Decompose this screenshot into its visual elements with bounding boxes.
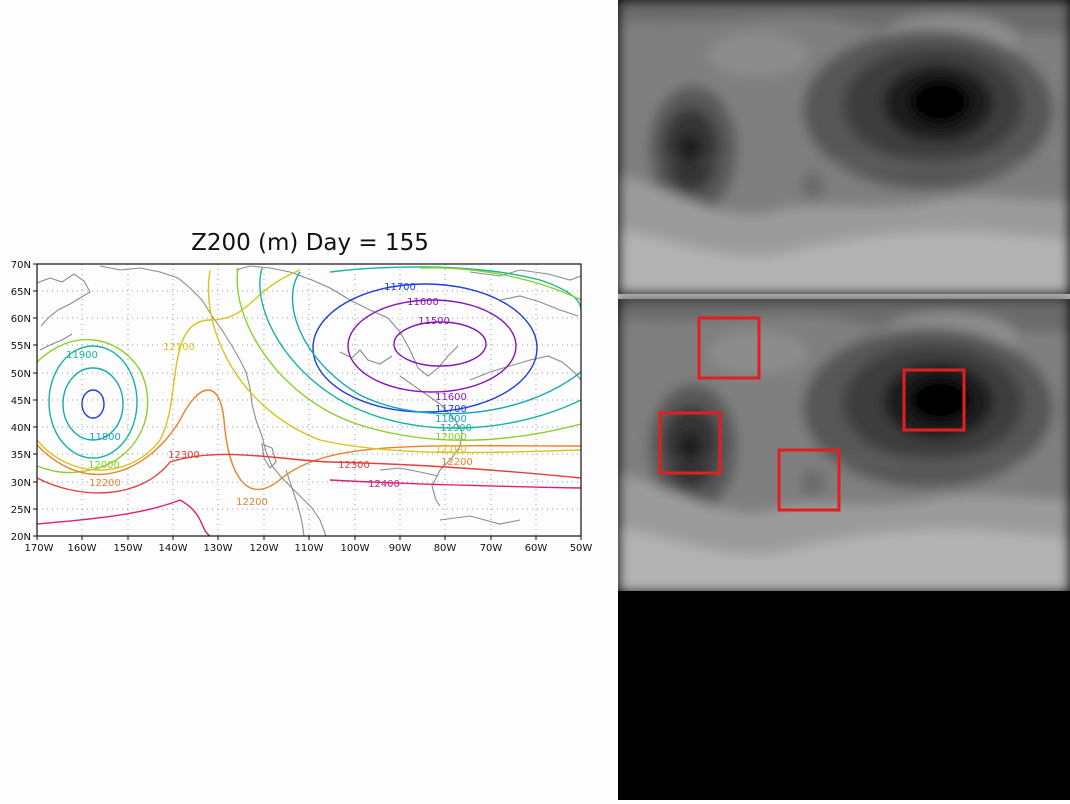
coastlines	[37, 265, 581, 536]
lon-label: 70W	[480, 543, 503, 554]
lat-label: 45N	[11, 396, 31, 407]
contour-labels: 11700 11600 11500 11900 12100 11800 1200…	[66, 282, 473, 508]
highlight-box	[658, 411, 722, 475]
lat-label: 55N	[11, 341, 31, 352]
saliency-panel	[618, 0, 1070, 800]
lat-label: 35N	[11, 450, 31, 461]
contour-label: 12000	[435, 432, 467, 443]
saliency-map-top	[618, 0, 1070, 295]
lon-label: 100W	[341, 543, 370, 554]
lon-label: 130W	[204, 543, 233, 554]
highlight-box	[902, 368, 966, 432]
lat-label: 65N	[11, 287, 31, 298]
contour-label: 12300	[168, 450, 200, 461]
contour-label: 12200	[441, 457, 473, 468]
grid-lines	[37, 264, 581, 536]
highlight-box	[777, 448, 841, 512]
contour-label: 11800	[435, 414, 467, 425]
contour-label: 11700	[384, 282, 416, 293]
lat-label: 25N	[11, 505, 31, 516]
saliency-maps	[618, 0, 1070, 800]
highlight-box	[697, 316, 761, 380]
lon-label: 110W	[295, 543, 324, 554]
lon-label: 60W	[525, 543, 548, 554]
lon-labels: 170W 160W 150W 140W 130W 120W 110W 100W …	[25, 543, 593, 554]
lon-label: 80W	[434, 543, 457, 554]
lon-label: 50W	[570, 543, 593, 554]
lat-label: 70N	[11, 260, 31, 271]
contour-label: 12100	[435, 444, 467, 455]
lon-label: 170W	[25, 543, 54, 554]
lon-label: 140W	[159, 543, 188, 554]
contour-label: 12000	[88, 460, 120, 471]
lat-label: 40N	[11, 423, 31, 434]
contour-map: Z200 (m) Day = 155	[11, 230, 593, 554]
highlight-boxes	[658, 316, 966, 512]
lon-label: 120W	[250, 543, 279, 554]
panel-divider	[618, 294, 1070, 299]
contour-map-panel: Z200 (m) Day = 155	[10, 230, 593, 554]
lat-label: 30N	[11, 478, 31, 489]
map-title: Z200 (m) Day = 155	[191, 230, 429, 256]
empty-area	[618, 591, 1070, 800]
contour-label: 12100	[163, 342, 195, 353]
contour-label: 12200	[89, 478, 121, 489]
lat-labels: 70N 65N 60N 55N 50N 45N 40N 35N 30N 25N …	[11, 260, 31, 543]
lon-label: 150W	[114, 543, 143, 554]
contour-label: 12300	[338, 460, 370, 471]
contour-label: 11900	[440, 423, 472, 434]
lon-label: 90W	[389, 543, 412, 554]
lat-label: 50N	[11, 369, 31, 380]
saliency-map-bottom	[618, 298, 1070, 593]
contour-label: 12200	[236, 497, 268, 508]
contour-label: 11700	[435, 404, 467, 415]
contour-label: 11800	[89, 432, 121, 443]
lon-label: 160W	[68, 543, 97, 554]
contour-label: 12400	[368, 479, 400, 490]
tick-marks	[33, 263, 582, 540]
contour-label: 11600	[407, 297, 439, 308]
contour-label: 11600	[435, 392, 467, 403]
contour-label: 11900	[66, 350, 98, 361]
lat-label: 20N	[11, 532, 31, 543]
contour-label: 11500	[418, 316, 450, 327]
lat-label: 60N	[11, 314, 31, 325]
contour-lines	[37, 266, 581, 536]
